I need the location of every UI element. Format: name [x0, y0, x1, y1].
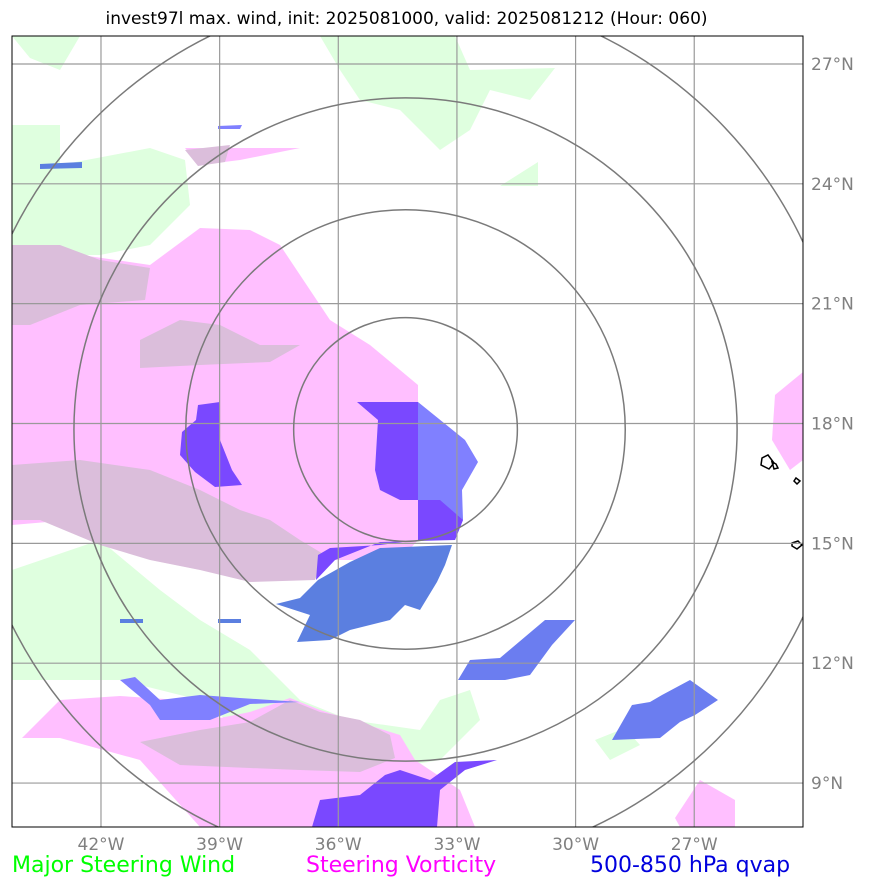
map-fields — [12, 36, 803, 827]
qvap-area — [312, 760, 497, 827]
longitude-tick-label: 33°W — [433, 835, 480, 855]
legend-steering-vorticity: Steering Vorticity — [306, 853, 497, 878]
qvap-area — [218, 619, 241, 623]
wind-area — [12, 540, 480, 770]
wind-area — [12, 36, 80, 70]
latitude-tick-label: 24°N — [811, 175, 854, 195]
qvap-area — [40, 162, 82, 169]
map-title: invest97l max. wind, init: 2025081000, v… — [105, 9, 708, 29]
qvap-area — [120, 677, 300, 720]
range-rings — [12, 36, 803, 827]
qvap-area — [276, 545, 452, 642]
qvap-area — [218, 125, 242, 129]
island-outline — [760, 454, 775, 470]
qvap-area — [316, 402, 463, 580]
qvap-area — [612, 680, 718, 740]
vorticity-area — [772, 372, 803, 470]
range-ring — [73, 97, 738, 762]
longitude-tick-label: 42°W — [78, 835, 125, 855]
longitude-tick-label: 27°W — [671, 835, 718, 855]
island-outline — [770, 460, 780, 470]
qvap-area — [120, 619, 143, 623]
overlap-area — [140, 700, 395, 772]
latitude-tick-label: 12°N — [811, 654, 854, 674]
island-outline — [793, 476, 802, 486]
longitude-tick-label: 39°W — [196, 835, 243, 855]
coastline — [760, 454, 803, 550]
legend-qvap: 500-850 hPa qvap — [590, 853, 791, 878]
wind-vorticity-overlap-areas — [12, 145, 395, 772]
latitude-tick-label: 9°N — [811, 774, 843, 794]
longitude-labels: 42°W 39°W 36°W 33°W 30°W 27°W — [78, 835, 718, 855]
overlap-area — [12, 245, 150, 325]
longitude-tick-label: 36°W — [315, 835, 362, 855]
qvap-areas — [40, 125, 718, 827]
longitude-tick-label: 30°W — [552, 835, 599, 855]
qvap-area — [458, 620, 575, 680]
legend-steering-wind: Major Steering Wind — [12, 853, 236, 878]
latitude-tick-label: 18°N — [811, 415, 854, 435]
latitude-tick-label: 15°N — [811, 534, 854, 554]
range-ring — [292, 316, 519, 543]
map-frame — [11, 35, 804, 828]
overlap-area — [185, 145, 230, 166]
vorticity-area — [675, 780, 735, 827]
latitude-tick-label: 27°N — [811, 55, 854, 75]
overlap-area — [12, 460, 325, 582]
latitude-tick-label: 21°N — [811, 295, 854, 315]
range-ring — [185, 209, 626, 650]
graticule — [12, 36, 803, 827]
island-outline — [791, 540, 803, 550]
latitude-labels: 9°N 12°N 15°N 18°N 21°N 24°N 27°N — [811, 55, 854, 794]
wind-area — [500, 162, 538, 186]
